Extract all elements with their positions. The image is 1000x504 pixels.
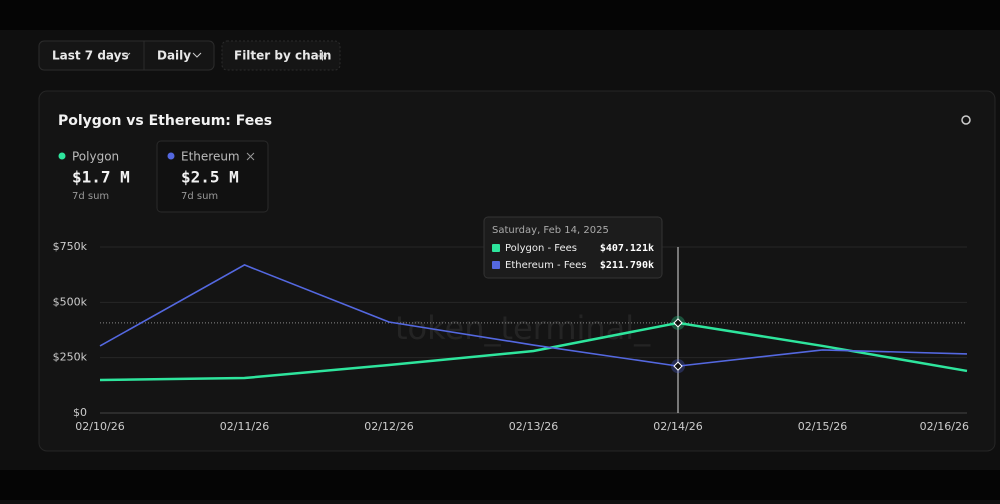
x-tick-label: 02/10/26	[75, 420, 124, 433]
legend-name: Polygon	[72, 150, 119, 164]
y-tick-label: $250k	[53, 351, 88, 364]
tooltip-swatch	[492, 261, 500, 269]
x-tick-label: 02/11/26	[220, 420, 269, 433]
selected-card	[156, 140, 269, 213]
filter-box	[221, 40, 341, 71]
legend-name: Ethereum	[181, 150, 240, 164]
settings-icon[interactable]	[961, 115, 971, 125]
range-button[interactable]: Last 7 days	[52, 49, 131, 63]
plus-icon	[318, 51, 327, 61]
card-note: 7d sum	[72, 191, 109, 202]
tooltip-swatch	[492, 244, 500, 252]
interval-label: Daily	[157, 49, 191, 63]
bottom-bar	[0, 470, 1000, 500]
toolbar-group	[38, 40, 215, 71]
series-line	[99, 321, 968, 382]
tooltip-label: Ethereum - Fees	[505, 260, 587, 271]
hover-marker	[673, 318, 683, 328]
filter-label: Filter by chain	[234, 49, 331, 63]
card-value: $2.5 M	[181, 168, 239, 187]
y-tick-label: $750k	[53, 240, 88, 253]
close-icon[interactable]	[246, 152, 255, 161]
top-bar	[0, 0, 1000, 30]
interval-button[interactable]: Daily	[157, 49, 202, 63]
card-note: 7d sum	[181, 191, 218, 202]
tooltip-box	[483, 216, 663, 279]
chevron	[192, 52, 202, 58]
chevron	[121, 52, 131, 58]
tooltip-title: Saturday, Feb 14, 2025	[492, 225, 609, 236]
x-tick-label: 02/16/26	[920, 420, 969, 433]
series-line	[99, 264, 968, 367]
y-tick-label: $0	[73, 406, 87, 419]
range-label: Last 7 days	[52, 49, 129, 63]
hover-marker	[673, 361, 683, 371]
tooltip-value: $407.121k	[600, 243, 654, 254]
legend-dot	[167, 152, 175, 160]
legend-dot	[58, 152, 66, 160]
card-value: $1.7 M	[72, 168, 130, 187]
x-tick-label: 02/12/26	[364, 420, 413, 433]
y-tick-label: $500k	[53, 295, 88, 308]
tooltip-value: $211.790k	[600, 260, 654, 271]
chart-title: Polygon vs Ethereum: Fees	[58, 113, 272, 129]
x-tick-label: 02/13/26	[509, 420, 558, 433]
x-tick-label: 02/15/26	[798, 420, 847, 433]
filter-button[interactable]: Filter by chain	[221, 40, 341, 71]
x-tick-label: 02/14/26	[653, 420, 702, 433]
gear	[961, 115, 971, 125]
watermark: token_terminal_	[395, 309, 651, 347]
tooltip-label: Polygon - Fees	[505, 243, 577, 254]
